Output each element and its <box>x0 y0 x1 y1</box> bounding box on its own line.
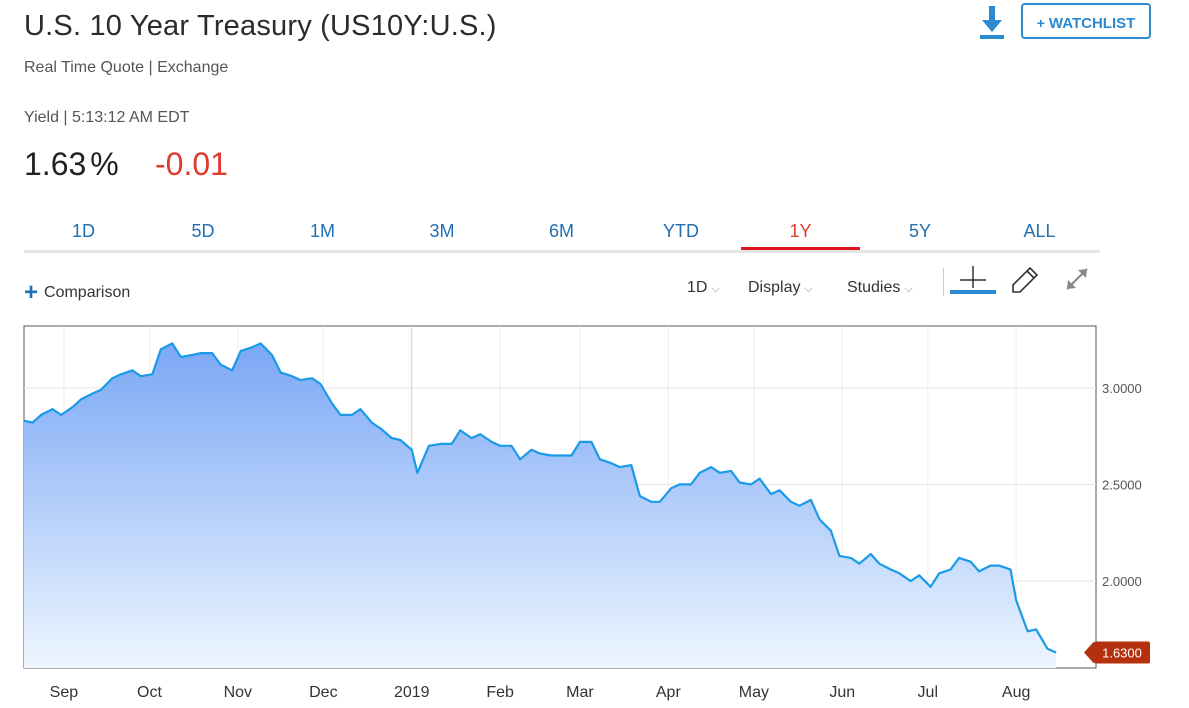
studies-dropdown[interactable]: Studies ⌵ <box>847 279 913 297</box>
x-tick-label: May <box>739 684 769 701</box>
tab-all[interactable]: ALL <box>1023 221 1056 241</box>
series-area <box>24 343 1057 668</box>
range-tabs: 1D 5D 1M 3M 6M YTD 1Y 5Y ALL <box>24 216 1100 253</box>
tab-6m[interactable]: 6M <box>548 221 574 241</box>
tab-1m[interactable]: 1M <box>309 221 335 241</box>
interval-label: 1D <box>687 279 708 296</box>
expand-icon[interactable] <box>1062 264 1092 294</box>
yield-change: -0.01 <box>155 146 228 182</box>
tab-5d[interactable]: 5D <box>191 221 215 241</box>
quote-source: Real Time Quote | Exchange <box>24 59 229 76</box>
last-value-pointer <box>1084 641 1094 664</box>
toolbar-divider <box>943 268 944 296</box>
yield-unit: % <box>90 146 119 182</box>
yield-value: 1.63 <box>24 146 87 182</box>
yield-chart[interactable]: 3.0000 2.5000 2.0000 1.6300 Sep Oct Nov Dec 201… <box>0 320 1189 708</box>
last-value-badge <box>1094 641 1150 664</box>
series-line <box>23 342 1057 654</box>
tab-ytd[interactable]: YTD <box>663 221 699 241</box>
pencil-icon[interactable] <box>1010 265 1040 295</box>
display-dropdown[interactable]: Display ⌵ <box>748 279 813 297</box>
comparison-label: Comparison <box>44 284 131 301</box>
interval-dropdown[interactable]: 1D ⌵ <box>687 279 720 297</box>
y-tick-label: 2.0000 <box>1102 574 1142 589</box>
x-tick-label: Feb <box>486 684 514 701</box>
last-value-label: 1.6300 <box>1102 646 1142 661</box>
x-tick-label: 2019 <box>394 684 430 701</box>
x-tick-label: Jun <box>829 684 855 701</box>
x-tick-label: Sep <box>50 684 79 701</box>
display-label: Display <box>748 279 801 296</box>
x-tick-label: Apr <box>656 684 682 701</box>
comparison-button[interactable]: + Comparison <box>24 279 130 307</box>
add-watchlist-button[interactable]: + WATCHLIST <box>1021 3 1151 39</box>
chevron-down-icon: ⌵ <box>904 283 913 295</box>
x-tick-label: Mar <box>566 684 594 701</box>
download-icon[interactable] <box>978 4 1006 40</box>
x-tick-label: Jul <box>918 684 938 701</box>
y-tick-label: 2.5000 <box>1102 477 1142 492</box>
x-tick-label: Dec <box>309 684 337 701</box>
x-tick-label: Aug <box>1002 684 1030 701</box>
chevron-down-icon: ⌵ <box>804 283 813 295</box>
page-title: U.S. 10 Year Treasury (US10Y:U.S.) <box>24 10 497 42</box>
plus-icon: + <box>1036 15 1045 31</box>
current-yield: 1.63% <box>24 146 119 183</box>
watchlist-label: WATCHLIST <box>1048 15 1136 32</box>
y-tick-label: 3.0000 <box>1102 381 1142 396</box>
tab-3m[interactable]: 3M <box>429 221 455 241</box>
tab-1y[interactable]: 1Y <box>741 216 860 250</box>
studies-label: Studies <box>847 279 901 296</box>
plus-icon: + <box>24 279 39 306</box>
crosshair-icon[interactable] <box>950 264 996 296</box>
yield-timestamp: Yield | 5:13:12 AM EDT <box>24 109 190 126</box>
x-tick-label: Nov <box>224 684 252 701</box>
tab-1d[interactable]: 1D <box>71 221 95 241</box>
x-tick-label: Oct <box>137 684 162 701</box>
chevron-down-icon: ⌵ <box>711 283 720 295</box>
tab-5y[interactable]: 5Y <box>908 221 932 241</box>
